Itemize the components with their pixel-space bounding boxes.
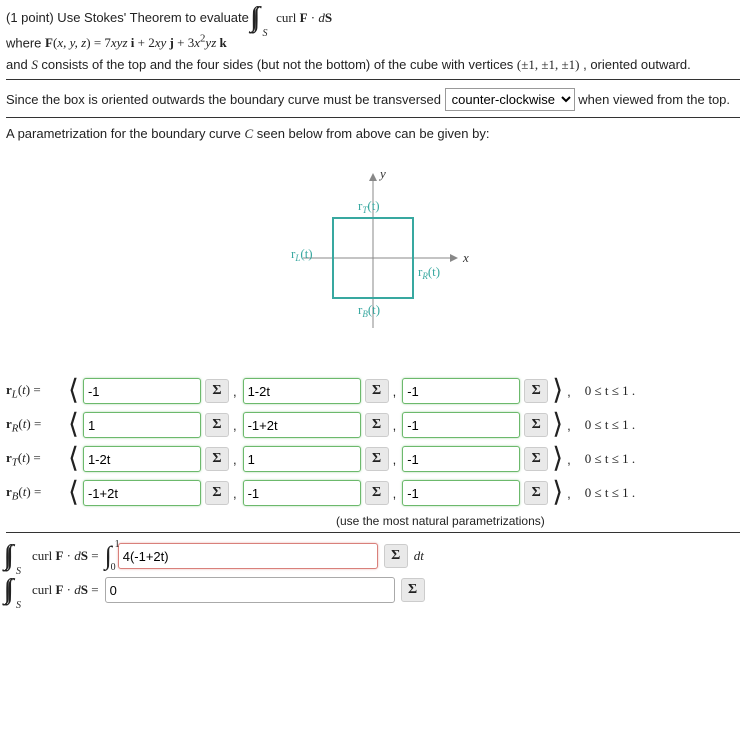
- integral-row-1: ∫∫S curl F · dS = ∫10 Σ dt: [6, 541, 740, 571]
- orientation-line: Since the box is oriented outwards the b…: [6, 88, 740, 111]
- param-row: rT(t) =⟨Σ,Σ,Σ⟩,0 ≤ t ≤ 1 .: [6, 446, 740, 472]
- integral-expr: curl F · dS: [276, 10, 332, 25]
- row-label: rT(t) =: [6, 450, 64, 469]
- field-expr: F(x, y, z) = 7xyz i + 2xy j + 3x2yz k: [45, 35, 227, 50]
- component-input[interactable]: [243, 412, 361, 438]
- sigma-button[interactable]: Σ: [365, 481, 389, 505]
- sigma-button[interactable]: Σ: [205, 413, 229, 437]
- angle-close-icon: ⟩: [552, 486, 563, 500]
- component-input[interactable]: [83, 446, 201, 472]
- comma: ,: [233, 452, 237, 467]
- comma: ,: [393, 384, 397, 399]
- sigma-button[interactable]: Σ: [401, 578, 425, 602]
- component-input[interactable]: [243, 378, 361, 404]
- sigma-button[interactable]: Σ: [365, 447, 389, 471]
- range-text: 0 ≤ t ≤ 1 .: [585, 451, 635, 467]
- since-tail: when viewed from the top.: [578, 92, 730, 107]
- component-input[interactable]: [83, 480, 201, 506]
- range-text: 0 ≤ t ≤ 1 .: [585, 383, 635, 399]
- sigma-button[interactable]: Σ: [524, 413, 548, 437]
- angle-close-icon: ⟩: [552, 384, 563, 398]
- param-text-line: A parametrization for the boundary curve…: [6, 126, 740, 142]
- sigma-button[interactable]: Σ: [365, 379, 389, 403]
- angle-close-icon: ⟩: [552, 452, 563, 466]
- curl-expr: curl F · dS =: [32, 548, 99, 564]
- component-input[interactable]: [83, 378, 201, 404]
- divider: [6, 532, 740, 533]
- row-label: rL(t) =: [6, 382, 64, 401]
- divider: [6, 79, 740, 80]
- svg-text:rR(t): rR(t): [418, 264, 440, 281]
- points-text: (1 point) Use Stokes' Theorem to evaluat…: [6, 10, 249, 25]
- comma: ,: [393, 418, 397, 433]
- sigma-button[interactable]: Σ: [524, 481, 548, 505]
- component-input[interactable]: [402, 480, 520, 506]
- range-text: 0 ≤ t ≤ 1 .: [585, 485, 635, 501]
- svg-text:x: x: [462, 250, 469, 265]
- svg-text:rT(t): rT(t): [358, 198, 380, 215]
- comma: ,: [233, 486, 237, 501]
- sigma-button[interactable]: Σ: [205, 379, 229, 403]
- row-label: rR(t) =: [6, 416, 64, 435]
- sigma-button[interactable]: Σ: [524, 447, 548, 471]
- surface-line: and S consists of the top and the four s…: [6, 57, 740, 73]
- range-text: 0 ≤ t ≤ 1 .: [585, 417, 635, 433]
- sigma-button[interactable]: Σ: [205, 447, 229, 471]
- svg-text:rL(t): rL(t): [291, 246, 313, 263]
- comma: ,: [233, 384, 237, 399]
- integral-row-2: ∫∫S curl F · dS = Σ: [6, 577, 740, 603]
- field-line: where F(x, y, z) = 7xyz i + 2xy j + 3x2y…: [6, 33, 740, 51]
- comma: ,: [393, 452, 397, 467]
- divider: [6, 117, 740, 118]
- svg-text:y: y: [378, 166, 386, 181]
- component-input[interactable]: [402, 412, 520, 438]
- comma: ,: [393, 486, 397, 501]
- single-integral-icon: ∫10: [105, 541, 112, 571]
- component-input[interactable]: [243, 480, 361, 506]
- comma: ,: [233, 418, 237, 433]
- component-input[interactable]: [83, 412, 201, 438]
- param-row: rL(t) =⟨Σ,Σ,Σ⟩,0 ≤ t ≤ 1 .: [6, 378, 740, 404]
- row-label: rB(t) =: [6, 484, 64, 503]
- sigma-button[interactable]: Σ: [524, 379, 548, 403]
- sigma-button[interactable]: Σ: [365, 413, 389, 437]
- param-text: A parametrization for the boundary curve…: [6, 126, 489, 141]
- problem-line-1: (1 point) Use Stokes' Theorem to evaluat…: [6, 10, 740, 27]
- dt-text: dt: [414, 548, 424, 564]
- angle-open-icon: ⟨: [68, 418, 79, 432]
- orientation-select[interactable]: counter-clockwise clockwise: [445, 88, 575, 111]
- component-input[interactable]: [402, 446, 520, 472]
- sigma-button[interactable]: Σ: [384, 544, 408, 568]
- final-answer-input[interactable]: [105, 577, 395, 603]
- param-row: rR(t) =⟨Σ,Σ,Σ⟩,0 ≤ t ≤ 1 .: [6, 412, 740, 438]
- angle-close-icon: ⟩: [552, 418, 563, 432]
- param-row: rB(t) =⟨Σ,Σ,Σ⟩,0 ≤ t ≤ 1 .: [6, 480, 740, 506]
- natural-param-note: (use the most natural parametrizations): [336, 514, 740, 528]
- angle-open-icon: ⟨: [68, 384, 79, 398]
- svg-text:rB(t): rB(t): [358, 302, 380, 319]
- curl-expr: curl F · dS =: [32, 582, 99, 598]
- boundary-diagram: y x rT(t) rL(t) rR(t) rB(t): [253, 158, 493, 348]
- integrand-input[interactable]: [118, 543, 378, 569]
- component-input[interactable]: [243, 446, 361, 472]
- and-text: and S consists of the top and the four s…: [6, 57, 691, 72]
- since-text: Since the box is oriented outwards the b…: [6, 92, 441, 107]
- component-input[interactable]: [402, 378, 520, 404]
- angle-open-icon: ⟨: [68, 452, 79, 466]
- angle-open-icon: ⟨: [68, 486, 79, 500]
- sigma-button[interactable]: Σ: [205, 481, 229, 505]
- where-text: where: [6, 35, 41, 50]
